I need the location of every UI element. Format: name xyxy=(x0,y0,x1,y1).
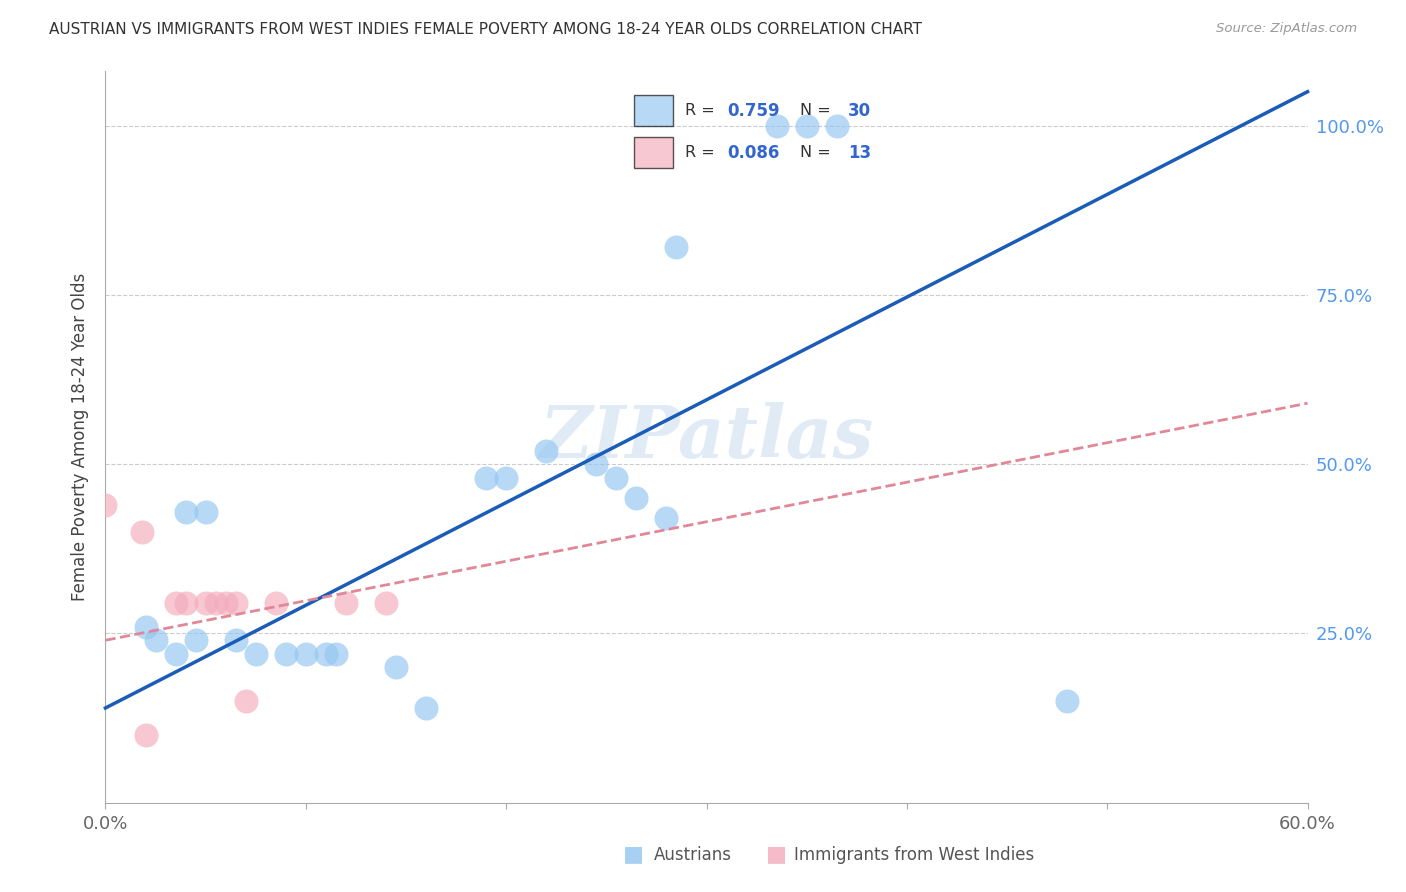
Point xyxy=(165,596,187,610)
Point xyxy=(655,511,678,525)
Point xyxy=(585,457,607,471)
Point xyxy=(626,491,648,505)
Point xyxy=(375,596,398,610)
Point xyxy=(475,471,498,485)
Point xyxy=(825,119,848,133)
Text: ■: ■ xyxy=(623,845,644,864)
Point xyxy=(174,505,197,519)
Point xyxy=(335,596,357,610)
Text: ■: ■ xyxy=(766,845,787,864)
Point xyxy=(225,596,247,610)
Text: ZIPatlas: ZIPatlas xyxy=(540,401,873,473)
Point xyxy=(325,647,347,661)
Point xyxy=(225,633,247,648)
Point xyxy=(264,596,287,610)
Point xyxy=(536,443,558,458)
Point xyxy=(214,596,236,610)
Point xyxy=(605,471,627,485)
Text: Austrians: Austrians xyxy=(654,846,731,863)
Point xyxy=(184,633,207,648)
Text: Source: ZipAtlas.com: Source: ZipAtlas.com xyxy=(1216,22,1357,36)
Text: Immigrants from West Indies: Immigrants from West Indies xyxy=(794,846,1035,863)
Point xyxy=(665,240,688,254)
Point xyxy=(415,701,437,715)
Point xyxy=(145,633,167,648)
Point xyxy=(245,647,267,661)
Point xyxy=(165,647,187,661)
Point xyxy=(295,647,318,661)
Point xyxy=(194,596,217,610)
Point xyxy=(796,119,818,133)
Y-axis label: Female Poverty Among 18-24 Year Olds: Female Poverty Among 18-24 Year Olds xyxy=(72,273,90,601)
Point xyxy=(495,471,517,485)
Text: AUSTRIAN VS IMMIGRANTS FROM WEST INDIES FEMALE POVERTY AMONG 18-24 YEAR OLDS COR: AUSTRIAN VS IMMIGRANTS FROM WEST INDIES … xyxy=(49,22,922,37)
Point xyxy=(385,660,408,674)
Point xyxy=(135,728,157,742)
Point xyxy=(765,119,787,133)
Point xyxy=(204,596,226,610)
Point xyxy=(274,647,297,661)
Point xyxy=(131,524,153,539)
Point xyxy=(315,647,337,661)
Point xyxy=(1056,694,1078,708)
Point xyxy=(135,620,157,634)
Point xyxy=(194,505,217,519)
Point xyxy=(235,694,257,708)
Point xyxy=(174,596,197,610)
Point xyxy=(94,498,117,512)
